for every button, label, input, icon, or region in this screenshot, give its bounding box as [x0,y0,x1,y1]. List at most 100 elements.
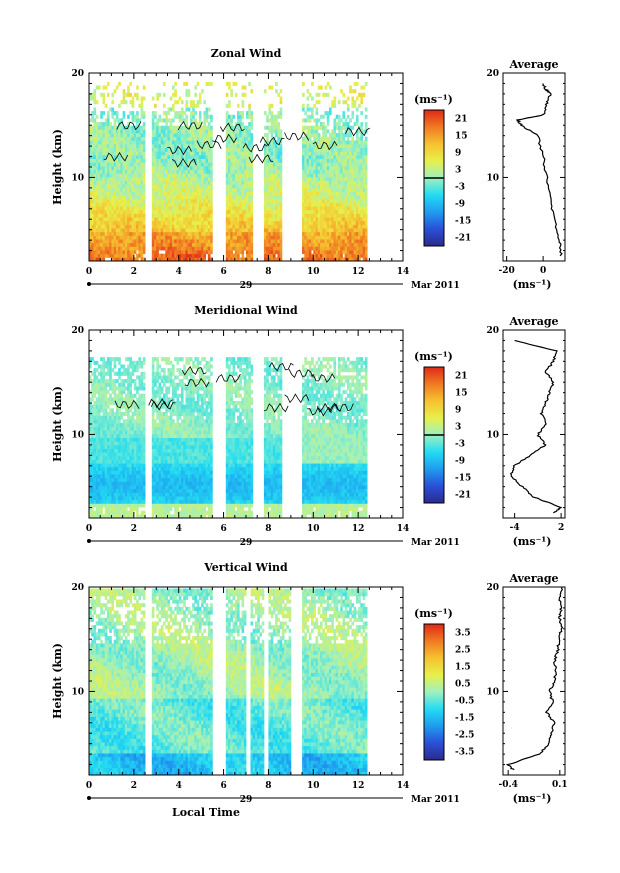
heatmap-cell [196,154,200,160]
heatmap-cell [136,140,139,145]
heatmap-cell [342,165,346,171]
heatmap-cell [246,158,249,163]
heatmap-cell [194,136,198,141]
heatmap-cell [95,180,99,185]
heatmap-cell [129,180,133,185]
heatmap-cell [115,422,119,428]
heatmap-cell [171,103,175,108]
heatmap-cell [131,198,135,203]
heatmap-cell [122,496,126,501]
heatmap-cell [136,92,139,97]
heatmap-cell [353,206,357,211]
heatmap-cell [203,100,207,105]
heatmap-cell [109,217,112,222]
heatmap-cell [104,158,108,163]
heatmap-cell [131,217,135,222]
heatmap-cell [138,250,141,255]
heatmap-cell [176,224,180,229]
heatmap-cell [228,85,231,90]
heatmap-cell [210,125,213,130]
heatmap-cell [239,250,242,255]
heatmap-cell [237,144,240,149]
heatmap-cell [183,165,186,171]
average-x-tick-label: 0 [540,266,546,276]
heatmap-cell [340,209,343,214]
heatmap-cell [250,228,254,233]
heatmap-cell [183,133,186,138]
heatmap-cell [243,239,247,244]
heatmap-cell [122,158,126,163]
heatmap-cell [95,253,99,258]
heatmap-cell [183,136,186,141]
heatmap-cell [360,176,364,181]
heatmap-cell [133,184,137,189]
heatmap-cell [102,228,106,233]
heatmap-cell [328,202,332,207]
heatmap-cell [353,257,357,262]
heatmap-cell [113,246,117,251]
heatmap-cell [160,169,164,174]
heatmap-cell [279,224,283,229]
heatmap-cell [100,187,103,192]
heatmap-cell [346,220,350,225]
heatmap-cell [111,191,115,196]
heatmap-cell [142,140,146,145]
heatmap-cell [270,231,274,236]
heatmap-cell [91,154,94,160]
heatmap-cell [279,144,283,149]
heatmap-cell [115,481,119,486]
heatmap-cell [106,162,110,167]
heatmap-cell [342,154,346,160]
heatmap-cell [232,187,236,192]
heatmap-cell [331,133,334,138]
heatmap-cell [183,140,186,145]
heatmap-cell [232,162,236,167]
heatmap-cell [165,136,168,141]
heatmap-cell [100,176,103,181]
heatmap-cell [268,144,272,149]
heatmap-cell [174,257,177,262]
heatmap-cell [118,140,121,145]
heatmap-cell [360,220,364,225]
heatmap-cell [210,206,213,211]
heatmap-cell [333,165,337,171]
heatmap-cell [279,176,283,181]
heatmap-cell [241,111,245,116]
heatmap-cell [306,184,310,189]
heatmap-cell [313,187,316,192]
heatmap-cell [203,187,207,192]
heatmap-cell [192,144,195,149]
heatmap-cell [122,426,126,431]
heatmap-cell [183,239,186,244]
heatmap-cell [313,209,316,214]
heatmap-cell [120,253,124,258]
heatmap-cell [124,176,128,181]
heatmap-cell [304,202,307,207]
heatmap-cell [207,239,211,244]
heatmap-cell [243,246,247,251]
heatmap-cell [340,165,343,171]
heatmap-cell [93,140,97,145]
heatmap-cell [317,191,321,196]
heatmap-cell [279,242,283,247]
heatmap-cell [180,224,184,229]
heatmap-cell [324,198,328,203]
heatmap-cell [360,140,364,145]
heatmap-cell [189,118,193,123]
heatmap-cell [358,173,361,178]
heatmap-cell [133,195,137,200]
heatmap-cell [272,154,276,160]
heatmap-cell [131,133,135,138]
heatmap-cell [239,118,242,123]
heatmap-cell [122,213,126,218]
heatmap-cell [351,220,355,225]
heatmap-cell [156,129,159,134]
heatmap-cell [140,184,144,189]
heatmap-cell [154,144,157,149]
heatmap-cell [241,114,245,119]
heatmap-cell [304,220,307,225]
heatmap-cell [111,169,115,174]
heatmap-cell [337,147,341,152]
heatmap-cell [311,191,314,196]
heatmap-cell [104,253,108,258]
